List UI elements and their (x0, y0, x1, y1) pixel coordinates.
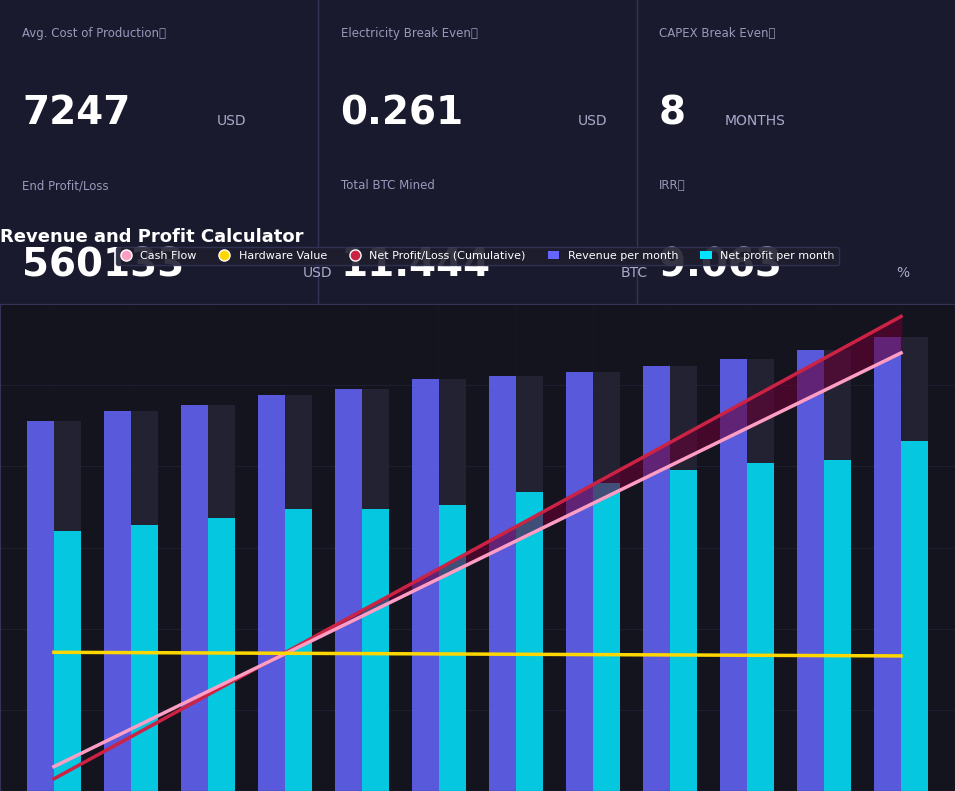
Bar (824, 460, 851, 791)
Text: Total BTC Mined: Total BTC Mined (341, 180, 435, 192)
Text: 560133: 560133 (22, 247, 184, 285)
Bar (720, 359, 747, 791)
Text: 8: 8 (659, 94, 686, 132)
Bar (362, 388, 389, 791)
Bar (566, 373, 593, 791)
Text: End Profit/Loss: End Profit/Loss (22, 180, 109, 192)
Text: 0.261: 0.261 (341, 94, 464, 132)
Text: CAPEX Break Evenⓘ: CAPEX Break Evenⓘ (659, 28, 775, 40)
Bar (285, 395, 312, 791)
Bar (670, 366, 697, 791)
Bar (131, 411, 158, 791)
Text: 9.063: 9.063 (659, 247, 782, 285)
Bar (874, 337, 902, 791)
Bar (104, 411, 131, 791)
Bar (902, 441, 928, 791)
Bar (516, 376, 543, 791)
Bar (747, 464, 774, 791)
Bar (516, 493, 543, 791)
Text: Avg. Cost of Productionⓘ: Avg. Cost of Productionⓘ (22, 28, 166, 40)
Bar (208, 518, 235, 791)
Bar (902, 337, 928, 791)
Bar (285, 509, 312, 791)
Bar (181, 405, 208, 791)
Text: BTC: BTC (621, 267, 647, 280)
Bar (27, 421, 53, 791)
Bar (593, 373, 620, 791)
Text: USD: USD (217, 114, 246, 128)
Bar (643, 366, 670, 791)
Bar (335, 388, 362, 791)
Bar (489, 376, 516, 791)
Bar (593, 483, 620, 791)
Bar (439, 505, 466, 791)
Bar (258, 395, 285, 791)
Text: 11.444: 11.444 (341, 247, 491, 285)
Bar (53, 532, 81, 791)
Text: USD: USD (578, 114, 607, 128)
Text: 7247: 7247 (22, 94, 131, 132)
Text: USD: USD (303, 267, 332, 280)
Bar (208, 405, 235, 791)
Bar (53, 421, 81, 791)
Bar (670, 470, 697, 791)
Bar (131, 525, 158, 791)
Bar (412, 379, 439, 791)
Bar (824, 350, 851, 791)
Bar (439, 379, 466, 791)
Legend: Cash Flow, Hardware Value, Net Profit/Loss (Cumulative), Revenue per month, Net : Cash Flow, Hardware Value, Net Profit/Lo… (116, 247, 839, 266)
Text: IRRⓘ: IRRⓘ (659, 180, 686, 192)
Text: Revenue and Profit Calculator: Revenue and Profit Calculator (0, 228, 304, 246)
Text: MONTHS: MONTHS (724, 114, 785, 128)
Text: Electricity Break Evenⓘ: Electricity Break Evenⓘ (341, 28, 478, 40)
Text: %: % (896, 267, 909, 280)
Bar (797, 350, 824, 791)
Bar (362, 509, 389, 791)
Bar (747, 359, 774, 791)
